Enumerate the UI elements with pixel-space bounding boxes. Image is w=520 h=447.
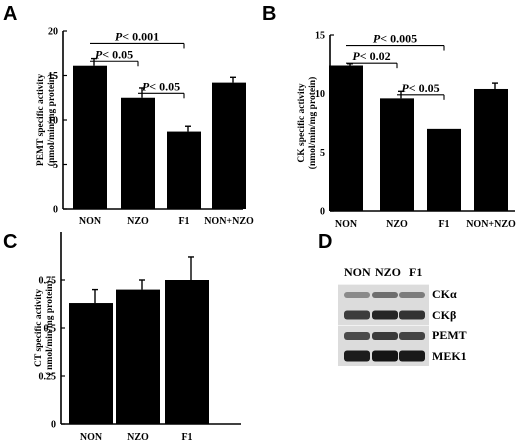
blot-row-label: PEMT — [432, 328, 467, 342]
y-tick-label: 15 — [315, 31, 325, 42]
y-axis-label-units: (nmol/min/mg protein) — [307, 77, 318, 169]
y-tick-label: 0 — [51, 420, 56, 431]
bar — [121, 97, 155, 209]
bar — [212, 82, 246, 209]
blot-band — [372, 350, 398, 362]
significance-value: < 0.05 — [102, 47, 133, 61]
blot-column-label: F1 — [409, 265, 422, 279]
significance-p: P — [115, 29, 123, 43]
y-tick-label: 0 — [53, 205, 58, 216]
blot-band — [344, 310, 370, 320]
significance-value: < 0.05 — [409, 81, 440, 95]
category-label: NZO — [386, 219, 408, 230]
y-tick-label: 20 — [48, 27, 58, 38]
category-label: NON — [79, 216, 102, 227]
category-label: F1 — [178, 216, 189, 227]
significance-p: P — [401, 81, 409, 95]
y-tick-label: 0.75 — [39, 276, 57, 287]
y-tick-label: 0.5 — [44, 324, 57, 335]
y-tick-label: 5 — [53, 160, 58, 171]
blot-band — [399, 350, 425, 362]
bar — [116, 289, 160, 424]
y-tick-label: 15 — [48, 71, 58, 82]
blot-row-label: CKα — [432, 287, 457, 301]
significance-p: P — [95, 47, 103, 61]
blot-band — [399, 310, 425, 320]
bar — [167, 131, 201, 209]
blot-band — [344, 350, 370, 362]
y-tick-label: 0.25 — [39, 372, 57, 383]
chart-panel-a: 0 5 10 15 20 PEMT specific activity (nmol/min/… — [36, 27, 254, 228]
blot-band — [399, 332, 425, 340]
blot-column-label: NON — [344, 265, 371, 279]
category-label: NON+NZO — [466, 219, 516, 230]
blot-band — [344, 332, 370, 340]
category-label: F1 — [438, 219, 449, 230]
category-label: NON+NZO — [204, 216, 254, 227]
bar — [427, 128, 461, 211]
y-tick-label: 0 — [320, 207, 325, 218]
y-axis-label: CK specific activity — [297, 83, 307, 162]
significance-label: P< 0.05 — [142, 79, 180, 93]
significance-label: P< 0.005 — [373, 32, 417, 46]
bar — [329, 65, 363, 211]
significance-value: < 0.005 — [380, 32, 417, 46]
bar — [73, 65, 107, 210]
blot-band — [372, 310, 398, 320]
significance-label: P< 0.02 — [352, 49, 390, 63]
category-label: NON — [335, 219, 358, 230]
significance-label: P< 0.05 — [401, 81, 439, 95]
significance-p: P — [142, 79, 150, 93]
category-label: NZO — [127, 216, 149, 227]
y-tick-label: 10 — [48, 116, 58, 127]
panel-letter-b: B — [262, 3, 276, 25]
y-axis-label-units: (nmol/min/mg protein) — [46, 74, 57, 166]
blot-column-label: NZO — [375, 265, 401, 279]
significance-label: P< 0.05 — [95, 47, 133, 61]
significance-label: P< 0.001 — [115, 29, 159, 43]
panel-letter-d: D — [318, 231, 332, 253]
blot-band — [399, 292, 425, 298]
chart-panel-c: 0 0.25 0.5 0.75 CT specific activity( nmol/m… — [34, 232, 241, 443]
y-axis-label-units: ( nmol/min/mg protein) — [44, 281, 55, 376]
bar — [69, 303, 113, 424]
blot-image — [338, 284, 429, 366]
western-blot: NON NZO F1 CKα CKβ PEMT MEK1 — [338, 265, 467, 366]
blot-band — [344, 292, 370, 298]
blot-row-label: MEK1 — [432, 349, 467, 363]
chart-panel-b: 0 5 10 15 CK specific activity (nmol/min/mg p… — [297, 31, 516, 231]
y-axis-label: CT specific activity — [34, 289, 44, 367]
panel-letter-a: A — [3, 3, 17, 25]
y-axis-label: PEMT specific activity — [36, 74, 46, 166]
blot-band — [372, 332, 398, 340]
panel-letter-c: C — [3, 231, 17, 253]
bar — [165, 280, 209, 424]
bar — [474, 88, 508, 211]
bar — [380, 98, 414, 211]
category-label: NON — [80, 432, 103, 443]
y-tick-label: 10 — [315, 89, 325, 100]
y-tick-label: 5 — [320, 148, 325, 159]
significance-p: P — [352, 49, 360, 63]
significance-value: < 0.02 — [360, 49, 391, 63]
category-label: NZO — [127, 432, 149, 443]
category-label: F1 — [181, 432, 192, 443]
significance-value: < 0.001 — [122, 29, 159, 43]
significance-value: < 0.05 — [149, 79, 180, 93]
significance-p: P — [373, 32, 381, 46]
blot-band — [372, 292, 398, 298]
blot-row-label: CKβ — [432, 308, 456, 322]
